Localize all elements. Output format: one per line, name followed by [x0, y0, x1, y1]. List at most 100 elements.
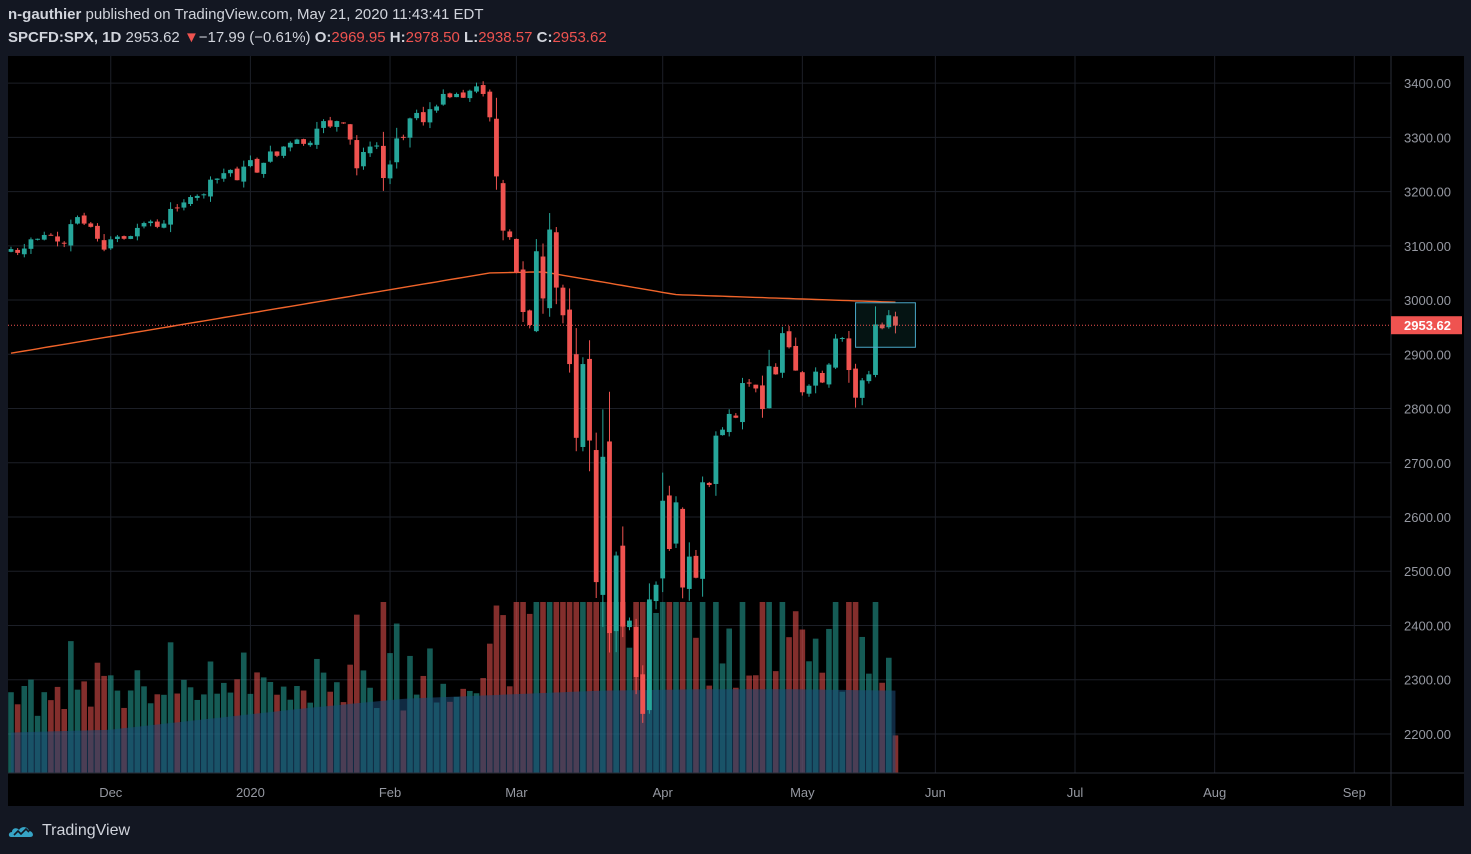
- candle: [228, 169, 233, 177]
- volume-bar: [606, 602, 613, 773]
- candle: [201, 193, 207, 199]
- volume-bar: [167, 642, 174, 773]
- candle-body: [514, 238, 519, 273]
- candle-body: [527, 310, 533, 326]
- volume-bar: [526, 613, 533, 773]
- candle-body: [115, 236, 120, 239]
- price-tick-label: 3100.00: [1404, 239, 1451, 254]
- volume-bar: [68, 641, 74, 773]
- symbol-label[interactable]: SPCFD:SPX, 1D: [8, 29, 122, 46]
- candlestick-chart[interactable]: 2200.00 2300.00 2400.00 2500.00 2600.00 2700.…: [8, 56, 1464, 806]
- volume-bar: [240, 652, 247, 773]
- candle-body: [766, 366, 772, 409]
- candle-body: [194, 195, 200, 198]
- candle-body: [341, 122, 346, 124]
- volume-bar: [81, 681, 87, 773]
- time-axis-labels: Dec 2020 Feb Mar Apr May Jun Jul Aug Sep: [99, 785, 1366, 800]
- candle: [673, 496, 679, 548]
- candle-body: [733, 415, 739, 418]
- volume-bar: [54, 686, 61, 773]
- candle: [55, 231, 60, 247]
- low-label: L:: [464, 29, 479, 46]
- highlight-box[interactable]: [855, 302, 916, 348]
- volume-bar: [21, 685, 28, 773]
- candle: [68, 219, 74, 252]
- candle-body: [580, 364, 586, 447]
- high-label: H:: [389, 29, 406, 46]
- candle: [886, 310, 892, 329]
- candle: [334, 120, 340, 132]
- candle: [341, 122, 346, 124]
- candle-body: [314, 128, 320, 145]
- candle-body: [261, 162, 267, 174]
- candle-body: [713, 435, 719, 484]
- candle-body: [21, 248, 27, 255]
- candle-body: [374, 145, 380, 147]
- candle-body: [660, 500, 666, 579]
- volume-bar: [673, 602, 679, 773]
- candle-body: [839, 338, 845, 340]
- chart-frame[interactable]: 2200.00 2300.00 2400.00 2500.00 2600.00 2700.…: [8, 56, 1464, 806]
- time-axis[interactable]: [8, 773, 1391, 806]
- candle-body: [627, 620, 632, 628]
- price-tick-label: 2700.00: [1404, 456, 1451, 471]
- candle-body: [640, 674, 646, 714]
- candle: [28, 237, 34, 254]
- candle: [660, 472, 666, 593]
- candle: [321, 119, 326, 134]
- candle-body: [587, 358, 592, 441]
- price-tick-label: 2200.00: [1404, 727, 1451, 742]
- open-label: O:: [314, 29, 332, 46]
- candles: [8, 81, 898, 723]
- candle-body: [128, 236, 134, 239]
- symbol-legend: SPCFD:SPX, 1D 2953.62 ▼−17.99 (−0.61%) O…: [8, 29, 607, 46]
- price-tick-label: 2600.00: [1404, 510, 1451, 525]
- candle-body: [487, 91, 493, 118]
- candle: [407, 117, 413, 148]
- candle: [826, 363, 832, 388]
- candle-body: [267, 151, 273, 162]
- candle: [647, 583, 652, 714]
- volume-bar: [846, 602, 852, 773]
- time-tick-label: Sep: [1343, 785, 1366, 800]
- volume-bar: [679, 602, 686, 773]
- candle: [866, 370, 872, 384]
- candle: [214, 178, 220, 184]
- volume-bar: [101, 675, 107, 773]
- candle-body: [886, 315, 892, 328]
- candle: [427, 102, 433, 129]
- candle-body: [427, 109, 433, 123]
- candle-body: [367, 146, 373, 154]
- candle: [81, 212, 87, 226]
- candle: [607, 391, 612, 653]
- volume-bar: [620, 602, 626, 773]
- author-name[interactable]: n-gauthier: [8, 6, 82, 23]
- candle: [640, 665, 646, 723]
- candle-body: [41, 234, 47, 240]
- candle-body: [474, 86, 479, 92]
- volume-bar: [520, 602, 526, 773]
- time-tick-label: Dec: [99, 785, 123, 800]
- tradingview-logo[interactable]: TradingView: [8, 818, 130, 844]
- price-tick-label: 2400.00: [1404, 618, 1451, 633]
- candle-body: [274, 151, 280, 156]
- candle: [115, 234, 120, 243]
- volume-bar: [586, 602, 593, 773]
- candle-body: [780, 333, 785, 373]
- candle-body: [15, 249, 21, 253]
- candle: [527, 309, 533, 329]
- candle: [400, 134, 406, 141]
- low-value: 2938.57: [478, 29, 533, 46]
- price-tick-label: 2900.00: [1404, 347, 1451, 362]
- candle-body: [813, 371, 819, 386]
- candle: [274, 151, 280, 158]
- candle: [141, 221, 147, 229]
- time-tick-label: Jul: [1067, 785, 1084, 800]
- volume-bar: [593, 602, 599, 773]
- candle-body: [281, 146, 287, 156]
- candle-body: [447, 93, 453, 98]
- candle: [760, 375, 765, 418]
- last-price-tag-background: [1391, 316, 1462, 335]
- candle-body: [361, 151, 366, 167]
- price-axis[interactable]: [1391, 56, 1464, 806]
